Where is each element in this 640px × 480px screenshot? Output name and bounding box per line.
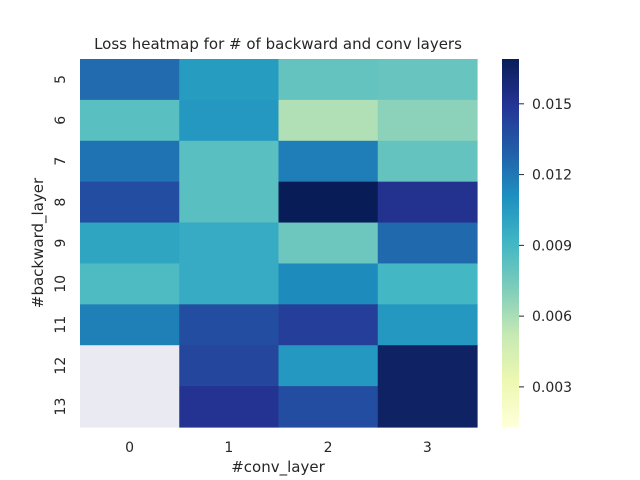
heatmap-cell-r7-c3 xyxy=(377,140,478,183)
heatmap-cell-r7-c1 xyxy=(179,140,280,183)
heatmap-cell-r7-c0 xyxy=(80,140,180,183)
heatmap-cell-r9-c2 xyxy=(278,222,379,265)
heatmap-cell-r10-c2 xyxy=(278,263,379,305)
heatmap-cell-r9-c3 xyxy=(377,222,478,265)
heatmap-cell-r12-c3 xyxy=(377,345,478,387)
y-tick-label: 9 xyxy=(53,239,69,248)
heatmap-cell-r5-c0 xyxy=(80,59,180,101)
heatmap-cell-r6-c1 xyxy=(179,99,280,142)
y-tick-label: 13 xyxy=(53,398,69,416)
heatmap-cell-r8-c2 xyxy=(278,181,379,224)
y-tick-label: 8 xyxy=(53,198,69,207)
heatmap-cell-r8-c0 xyxy=(80,181,180,224)
x-axis-label: #conv_layer xyxy=(231,458,325,477)
heatmap-cells xyxy=(80,59,478,428)
colorbar-tick-label: 0.003 xyxy=(532,380,572,396)
y-tick-labels: 5 6 7 8 9 10 11 12 13 xyxy=(53,75,69,415)
heatmap-cell-r10-c0 xyxy=(80,263,180,305)
heatmap-cell-r5-c1 xyxy=(179,59,280,101)
heatmap-cell-r5-c2 xyxy=(278,59,379,101)
x-tick-labels: 0 1 2 3 xyxy=(125,440,432,456)
y-axis-label: #backward_layer xyxy=(29,177,48,308)
heatmap-cell-r6-c0 xyxy=(80,99,180,142)
heatmap-cell-r10-c3 xyxy=(377,263,478,305)
heatmap-cell-r13-c0 xyxy=(80,386,180,428)
colorbar xyxy=(502,59,519,427)
y-tick-label: 10 xyxy=(53,275,69,293)
colorbar-tick-label: 0.009 xyxy=(532,238,572,254)
y-tick-label: 12 xyxy=(53,357,69,375)
colorbar-tick-label: 0.012 xyxy=(532,168,572,184)
heatmap-cell-r10-c1 xyxy=(179,263,280,305)
colorbar-tick-label: 0.006 xyxy=(532,309,572,325)
heatmap-cell-r11-c1 xyxy=(179,304,280,346)
x-tick-label: 1 xyxy=(224,440,233,456)
heatmap-cell-r6-c2 xyxy=(278,99,379,142)
heatmap-cell-r5-c3 xyxy=(377,59,478,101)
y-tick-label: 7 xyxy=(53,157,69,166)
heatmap-cell-r12-c2 xyxy=(278,345,379,387)
heatmap-cell-r9-c0 xyxy=(80,222,180,265)
colorbar-tick-label: 0.015 xyxy=(532,97,572,113)
heatmap-cell-r13-c3 xyxy=(377,386,478,428)
x-tick-label: 2 xyxy=(324,440,333,456)
heatmap-cell-r12-c1 xyxy=(179,345,280,387)
heatmap-cell-r8-c1 xyxy=(179,181,280,224)
heatmap-cell-r8-c3 xyxy=(377,181,478,224)
y-tick-label: 5 xyxy=(53,75,69,84)
x-tick-label: 0 xyxy=(125,440,134,456)
colorbar-ticks: 0.003 0.006 0.009 0.012 0.015 xyxy=(519,97,572,396)
heatmap-cell-r9-c1 xyxy=(179,222,280,265)
heatmap-cell-r13-c1 xyxy=(179,386,280,428)
y-tick-label: 6 xyxy=(53,116,69,125)
y-tick-label: 11 xyxy=(53,316,69,334)
chart-title: Loss heatmap for # of backward and conv … xyxy=(94,35,462,53)
heatmap-cell-r12-c0 xyxy=(80,345,180,387)
heatmap-cell-r13-c2 xyxy=(278,386,379,428)
heatmap-cell-r6-c3 xyxy=(377,99,478,142)
heatmap-cell-r11-c2 xyxy=(278,304,379,346)
heatmap-cell-r7-c2 xyxy=(278,140,379,183)
heatmap-cell-r11-c3 xyxy=(377,304,478,346)
x-tick-label: 3 xyxy=(423,440,432,456)
heatmap-cell-r11-c0 xyxy=(80,304,180,346)
